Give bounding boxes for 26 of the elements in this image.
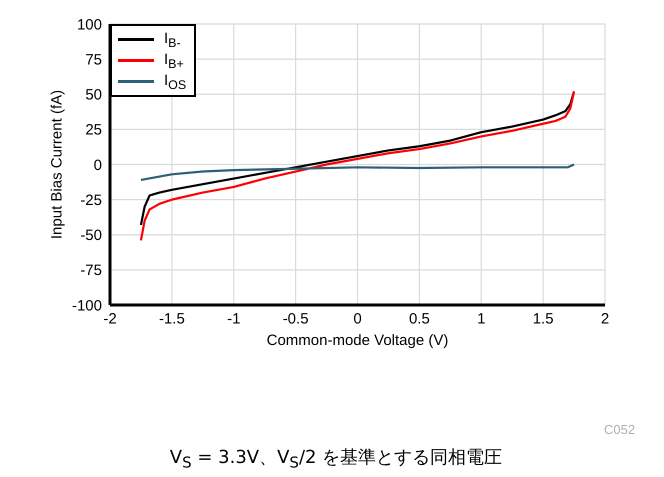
y-tick-label: -100 xyxy=(72,297,102,314)
y-tick-label: 0 xyxy=(94,156,102,174)
y-tick-label: 50 xyxy=(85,86,102,104)
legend-label: I$_{B-}$ xyxy=(164,30,181,50)
x-tick-label: -1.5 xyxy=(158,310,185,328)
x-tick-label: 1.5 xyxy=(532,310,554,328)
y-tick-label: 100 xyxy=(76,16,102,34)
y-tick-label: -75 xyxy=(80,262,102,280)
x-tick-label: -0.5 xyxy=(282,310,309,328)
y-tick-label: -50 xyxy=(80,227,102,244)
text: C052 xyxy=(604,422,636,437)
legend-label: I$_{OS}$ xyxy=(164,72,186,92)
y-tick-label: 25 xyxy=(85,122,102,139)
y-tick-label: 75 xyxy=(85,51,102,68)
text: V$_{S}$ = 3.3V、V$_{S}$/2 を基準とする同相電圧 xyxy=(168,446,504,472)
x-tick-label: 0.5 xyxy=(408,310,430,328)
x-tick-label: 1 xyxy=(477,310,486,328)
line-series xyxy=(140,163,576,182)
y-axis-title: Input Bias Current (fA) xyxy=(48,90,66,240)
x-axis-title: Common-mode Voltage (V) xyxy=(266,332,448,349)
x-tick-label: -2 xyxy=(103,310,117,328)
y-tick-label: -25 xyxy=(80,192,102,209)
x-tick-label: 0 xyxy=(353,310,362,328)
x-tick-label: 2 xyxy=(600,310,610,328)
legend-label: I$_{B+}$ xyxy=(164,50,184,70)
x-tick-label: -1 xyxy=(227,310,240,328)
